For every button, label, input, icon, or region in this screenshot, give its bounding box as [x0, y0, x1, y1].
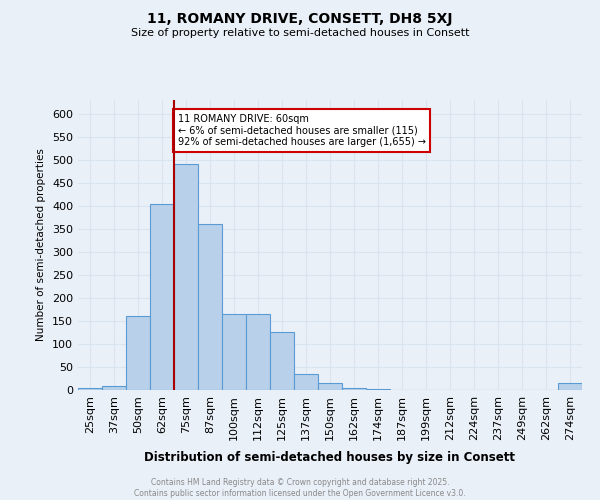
- Bar: [342, 388, 366, 390]
- X-axis label: Distribution of semi-detached houses by size in Consett: Distribution of semi-detached houses by …: [145, 451, 515, 464]
- Bar: [78, 388, 102, 390]
- Text: Size of property relative to semi-detached houses in Consett: Size of property relative to semi-detach…: [131, 28, 469, 38]
- Bar: [294, 374, 318, 390]
- Bar: [126, 316, 150, 390]
- Bar: [150, 204, 174, 390]
- Bar: [366, 388, 390, 390]
- Text: 11 ROMANY DRIVE: 60sqm
← 6% of semi-detached houses are smaller (115)
92% of sem: 11 ROMANY DRIVE: 60sqm ← 6% of semi-deta…: [178, 114, 425, 147]
- Bar: [558, 383, 582, 390]
- Bar: [174, 164, 198, 390]
- Y-axis label: Number of semi-detached properties: Number of semi-detached properties: [37, 148, 46, 342]
- Text: 11, ROMANY DRIVE, CONSETT, DH8 5XJ: 11, ROMANY DRIVE, CONSETT, DH8 5XJ: [147, 12, 453, 26]
- Bar: [270, 332, 294, 390]
- Bar: [102, 386, 126, 390]
- Bar: [318, 383, 342, 390]
- Bar: [198, 224, 222, 390]
- Bar: [222, 314, 246, 390]
- Text: Contains HM Land Registry data © Crown copyright and database right 2025.
Contai: Contains HM Land Registry data © Crown c…: [134, 478, 466, 498]
- Bar: [246, 314, 270, 390]
